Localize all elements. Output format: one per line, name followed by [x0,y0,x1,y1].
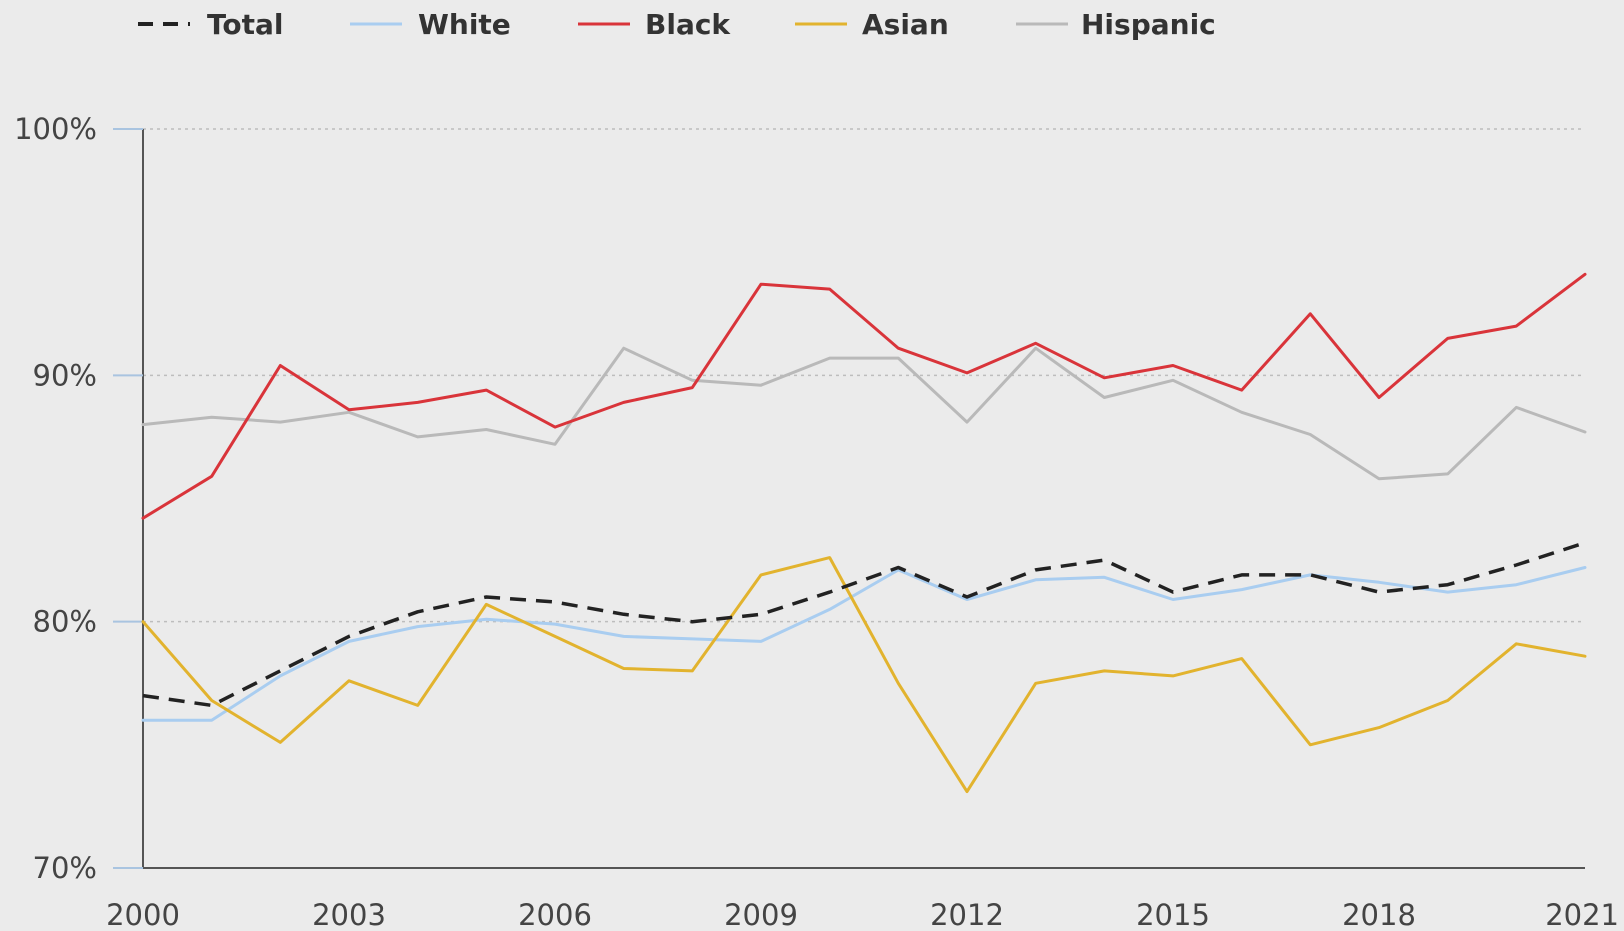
y-tick-label: 100% [14,112,97,146]
y-tick-label: 90% [33,358,97,392]
legend: Total White Black Asian Hispanic [138,8,1216,41]
legend-item-asian: Asian [795,8,949,41]
legend-item-hispanic: Hispanic [1016,8,1216,41]
x-tick-label: 2012 [930,898,1004,931]
series-line-black [141,272,1587,520]
x-tick-label: 2009 [724,898,798,931]
legend-label: Asian [862,8,949,41]
legend-label: Total [207,8,284,41]
x-tick-label: 2006 [518,898,592,931]
y-tick-label: 80% [33,605,97,639]
gridlines [143,128,1585,623]
series-line-hispanic [141,346,1587,481]
legend-label: Black [645,8,731,41]
legend-label: White [418,8,511,41]
series-line-white [141,566,1587,722]
x-tick-label: 2021 [1545,898,1619,931]
axes: 70% 80% 90% 100% 2000 2003 2006 2009 2012 2015 201… [14,112,1619,931]
x-tick-label: 2018 [1342,898,1416,931]
legend-item-black: Black [578,8,731,41]
legend-item-total: Total [138,8,284,41]
series-line-asian [141,556,1587,794]
legend-item-white: White [350,8,511,41]
x-tick-label: 2003 [312,898,386,931]
x-tick-label: 2015 [1136,898,1210,931]
series-lines [141,272,1587,794]
y-tick-label: 70% [33,851,97,885]
legend-label: Hispanic [1081,8,1216,41]
series-line-total [142,541,1586,708]
x-tick-label: 2000 [106,898,180,931]
